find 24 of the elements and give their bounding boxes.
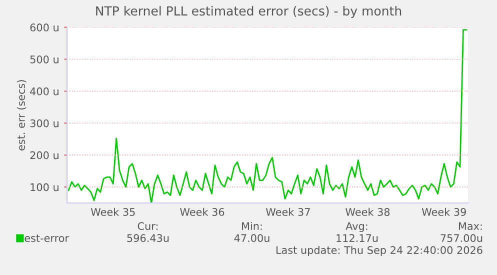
text: Cur: (138, 222, 158, 230)
y-tick-label: 500 u (30, 55, 58, 64)
text: 112.17u (336, 234, 378, 242)
line-series (68, 29, 468, 203)
legend-label: est-error (24, 234, 70, 242)
y-tick-label: 400 u (30, 87, 58, 96)
x-tick-label: Week 39 (422, 208, 466, 216)
text: 596.43u (127, 234, 169, 242)
text: Last update: Thu Sep 24 22:40:00 2026 (276, 246, 482, 256)
text: Min: (242, 222, 262, 230)
text: Max: (458, 222, 482, 230)
x-tick-label: Week 38 (346, 208, 390, 216)
y-tick-label: 100 u (30, 183, 58, 192)
text: 47.00u (234, 234, 270, 242)
text: Avg: (346, 222, 368, 232)
chart-title: NTP kernel PLL estimated error (secs) - by month (96, 6, 402, 18)
y-tick-label: 200 u (30, 151, 58, 160)
x-tick-label: Week 37 (266, 208, 310, 216)
text: 757.00u (440, 234, 482, 242)
y-tick-label: 300 u (30, 119, 58, 128)
y-axis-title: est. err (secs) (16, 80, 26, 150)
y-tick-label: 600 u (30, 24, 58, 32)
x-tick-label: Week 36 (180, 208, 224, 216)
x-tick-label: Week 35 (90, 208, 135, 216)
